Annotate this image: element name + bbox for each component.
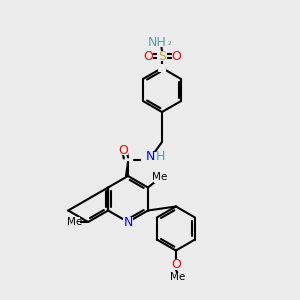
FancyBboxPatch shape xyxy=(157,51,167,61)
Text: O: O xyxy=(171,258,181,271)
Text: ₂: ₂ xyxy=(168,37,172,47)
FancyBboxPatch shape xyxy=(68,217,80,227)
Text: Me: Me xyxy=(152,172,167,182)
FancyBboxPatch shape xyxy=(143,52,152,61)
FancyBboxPatch shape xyxy=(154,172,166,182)
FancyBboxPatch shape xyxy=(118,146,127,154)
Text: N: N xyxy=(123,215,133,229)
FancyBboxPatch shape xyxy=(171,272,185,283)
FancyBboxPatch shape xyxy=(141,152,159,162)
Text: O: O xyxy=(143,50,153,62)
FancyBboxPatch shape xyxy=(148,37,166,47)
Text: O: O xyxy=(171,50,181,62)
Text: Me: Me xyxy=(67,217,82,227)
FancyBboxPatch shape xyxy=(123,217,133,227)
Text: N: N xyxy=(145,151,155,164)
FancyBboxPatch shape xyxy=(172,52,181,61)
Text: NH: NH xyxy=(148,35,166,49)
Text: S: S xyxy=(158,50,166,62)
FancyBboxPatch shape xyxy=(170,260,182,269)
Text: Me: Me xyxy=(170,272,185,283)
Text: H: H xyxy=(155,151,165,164)
Text: O: O xyxy=(118,143,128,157)
FancyBboxPatch shape xyxy=(158,64,166,72)
